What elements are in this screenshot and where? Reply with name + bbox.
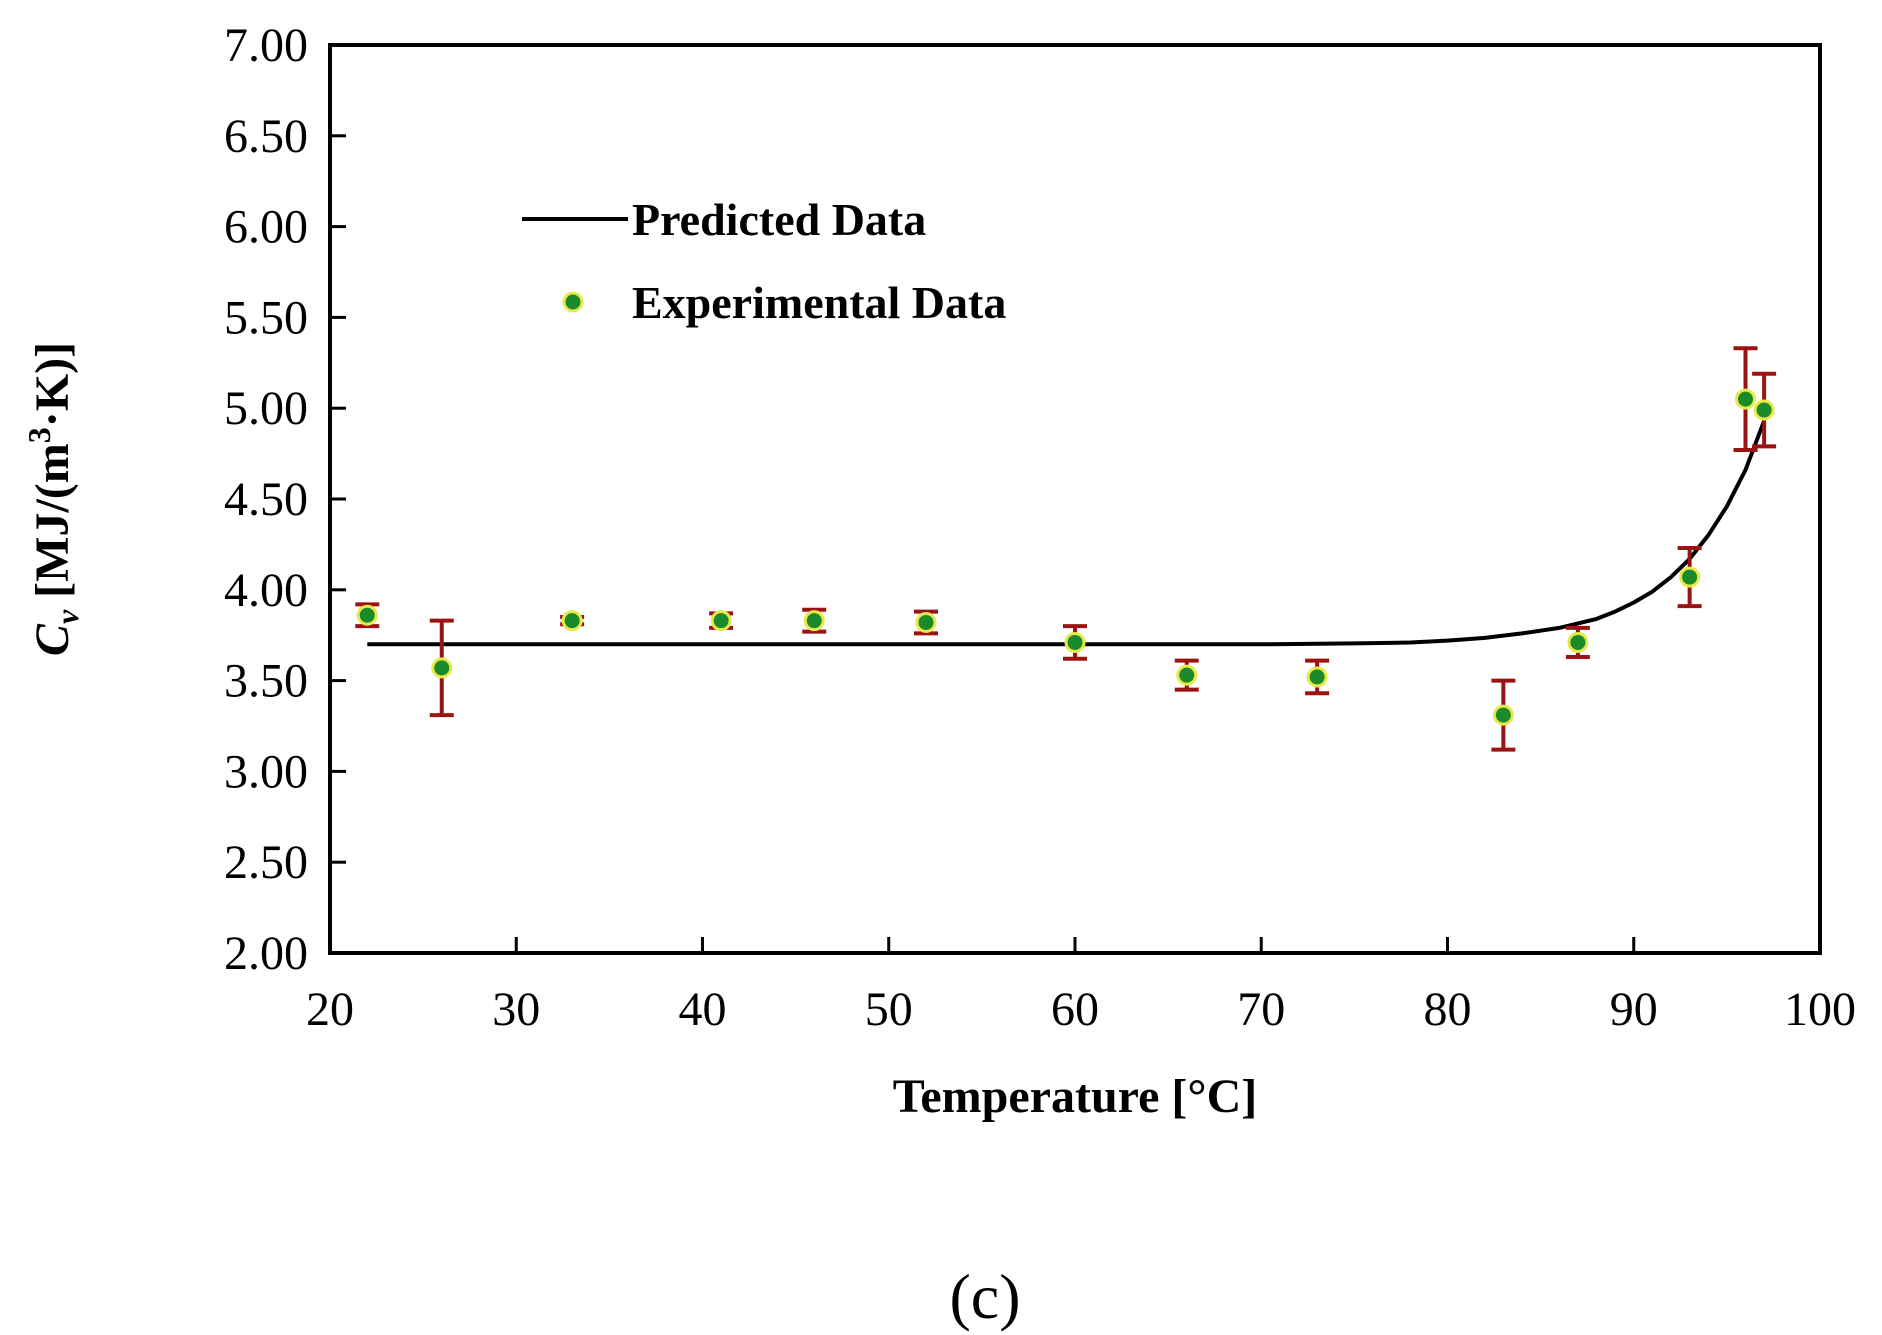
error-bars [355, 346, 1777, 752]
x-tick-label: 40 [679, 983, 727, 1036]
experimental-point [1176, 664, 1198, 686]
experimental-point [431, 657, 453, 679]
experimental-series [356, 388, 1775, 726]
x-axis-title: Temperature [°C] [893, 1070, 1257, 1123]
predicted-data-line [367, 420, 1766, 647]
experimental-point [1735, 388, 1756, 410]
y-axis-title-symbol: C [26, 623, 79, 656]
experimental-point [1753, 399, 1775, 421]
x-axis: 20 30 40 50 60 70 80 90 100 [306, 937, 1856, 1036]
experimental-point [710, 610, 732, 632]
predicted-series [367, 420, 1766, 647]
x-tick-label: 90 [1610, 983, 1658, 1036]
legend-label-experimental: Experimental Data [632, 277, 1006, 328]
experimental-point [561, 610, 583, 632]
experimental-point [1567, 631, 1589, 653]
y-tick-label: 6.00 [224, 201, 308, 254]
y-tick-label: 3.00 [224, 745, 308, 798]
y-axis-title-unit-end: ·K)] [26, 342, 79, 427]
legend-label-predicted: Predicted Data [632, 194, 926, 245]
y-tick-label: 6.50 [224, 110, 308, 163]
y-tick-label: 5.50 [224, 291, 308, 344]
plot-area-border [328, 43, 1822, 955]
y-axis-title: Cv [MJ/(m3·K)] [21, 342, 85, 656]
x-tick-label: 80 [1424, 983, 1472, 1036]
x-tick-label: 100 [1784, 983, 1856, 1036]
y-tick-label: 5.00 [224, 382, 308, 435]
y-tick-label: 2.50 [224, 836, 308, 889]
y-axis-title-unit: [MJ/(m [26, 443, 79, 610]
x-tick-label: 30 [492, 983, 540, 1036]
experimental-point [803, 610, 825, 632]
y-tick-label: 4.50 [224, 473, 308, 526]
y-axis-title-superscript: 3 [21, 427, 57, 443]
x-tick-label: 50 [865, 983, 913, 1036]
x-tick-label: 70 [1237, 983, 1285, 1036]
x-tick-label: 60 [1051, 983, 1099, 1036]
y-tick-label: 7.00 [224, 19, 308, 72]
experimental-point [1306, 666, 1328, 688]
panel-label: (c) [949, 1261, 1020, 1332]
experimental-point [356, 604, 378, 626]
experimental-point [915, 611, 937, 633]
legend-marker-swatch [562, 291, 584, 313]
x-tick-label: 20 [306, 983, 354, 1036]
y-axis-title-subscript: v [49, 609, 85, 624]
y-axis: 2.00 2.50 3.00 3.50 4.00 4.50 5.00 5.50 6.00 6.50… [224, 19, 346, 980]
legend: Predicted Data Experimental Data [522, 194, 1006, 328]
y-tick-label: 4.00 [224, 564, 308, 617]
experimental-point [1064, 631, 1086, 653]
experimental-point [1492, 704, 1514, 726]
plot-frame [328, 43, 1822, 955]
experimental-point [1679, 566, 1701, 588]
y-tick-label: 3.50 [224, 655, 308, 708]
y-tick-label: 2.00 [224, 927, 308, 980]
